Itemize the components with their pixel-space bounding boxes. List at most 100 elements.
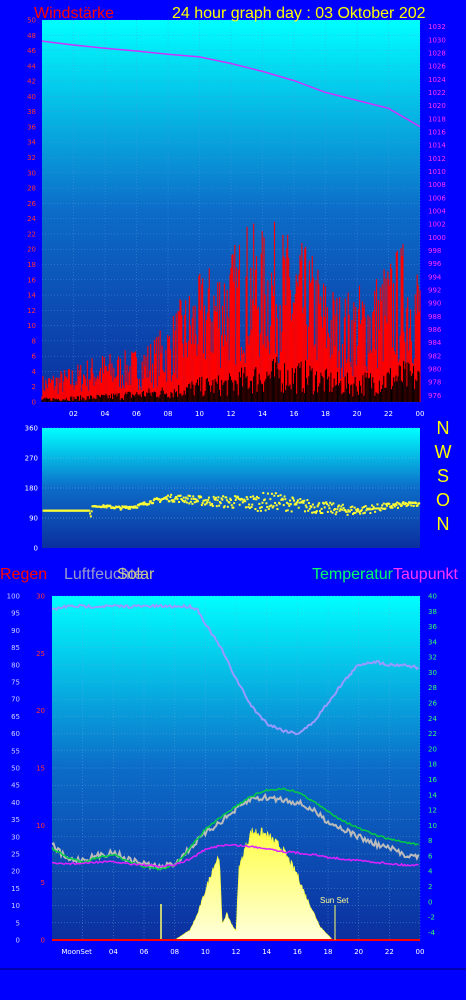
direction-point (254, 508, 257, 511)
direction-point (226, 499, 229, 502)
direction-point (400, 504, 403, 507)
direction-point (416, 504, 419, 507)
direction-point (355, 508, 358, 511)
temperature-tick-label: 0 (428, 898, 432, 906)
direction-point (376, 503, 379, 506)
direction-point (323, 506, 326, 509)
temperature-tick-label: -2 (428, 914, 435, 922)
temperature-tick-label: 34 (428, 638, 437, 646)
wind-tick-label: 36 (27, 123, 36, 131)
direction-point (88, 509, 91, 512)
pressure-tick-label: 1016 (428, 128, 446, 136)
direction-tick-label: 0 (34, 545, 38, 553)
time-tick-label: 10 (201, 948, 210, 956)
time-tick-label: 22 (385, 948, 394, 956)
direction-point (201, 502, 204, 505)
temperature-tick-label: 18 (428, 761, 437, 769)
direction-point (364, 505, 367, 508)
direction-tick-label: 180 (25, 485, 38, 493)
humidity-tick-label: 5 (16, 919, 20, 927)
direction-point (218, 501, 221, 504)
direction-point (207, 498, 210, 501)
direction-point (176, 498, 179, 501)
direction-point (187, 494, 190, 497)
humidity-tick-label: 100 (7, 593, 20, 601)
pressure-tick-label: 978 (428, 379, 441, 387)
direction-point (330, 510, 333, 513)
compass-label: N (437, 418, 450, 438)
direction-point (197, 495, 200, 498)
direction-point (223, 505, 226, 508)
direction-point (205, 502, 208, 505)
direction-point (255, 498, 258, 501)
pressure-tick-label: 1022 (428, 89, 446, 97)
direction-tick-label: 90 (29, 515, 38, 523)
direction-point (284, 498, 287, 501)
direction-point (207, 496, 210, 499)
direction-point (395, 504, 398, 507)
direction-point (246, 498, 249, 501)
direction-point (215, 496, 218, 499)
direction-point (409, 501, 412, 504)
direction-point (312, 511, 315, 514)
pressure-tick-label: 990 (428, 300, 441, 308)
time-tick-label: 16 (293, 948, 302, 956)
direction-point (326, 502, 329, 505)
direction-point (349, 506, 352, 509)
direction-point (274, 501, 277, 504)
direction-point (143, 501, 146, 504)
direction-point (393, 505, 396, 508)
wind-tick-label: 48 (27, 32, 36, 40)
direction-point (282, 504, 285, 507)
direction-point (352, 512, 355, 515)
wind-tick-label: 32 (27, 154, 36, 162)
time-tick-label: 10 (195, 410, 204, 418)
direction-point (244, 500, 247, 503)
humidity-tick-label: 10 (11, 902, 20, 910)
direction-point (358, 511, 361, 514)
direction-point (310, 506, 313, 509)
direction-point (279, 494, 282, 497)
direction-point (270, 492, 273, 495)
direction-point (308, 507, 311, 510)
direction-point (313, 506, 316, 509)
direction-point (389, 506, 392, 509)
time-tick-label: 06 (132, 410, 141, 418)
direction-point (114, 506, 117, 509)
direction-point (415, 502, 418, 505)
direction-point (211, 504, 214, 507)
direction-point (192, 497, 195, 500)
pressure-tick-label: 1014 (428, 142, 446, 150)
direction-point (188, 502, 191, 505)
temperature-tick-label: 40 (428, 593, 437, 601)
temperature-tick-label: -4 (428, 929, 436, 937)
solar-title: Solar (117, 566, 155, 583)
direction-point (250, 505, 253, 508)
direction-point (347, 509, 350, 512)
direction-point (330, 503, 333, 506)
pressure-tick-label: 1012 (428, 155, 446, 163)
direction-point (296, 501, 299, 504)
rain-tick-label: 15 (36, 765, 45, 773)
direction-point (406, 503, 409, 506)
direction-point (299, 498, 302, 501)
pressure-tick-label: 1020 (428, 102, 446, 110)
direction-point (165, 495, 168, 498)
direction-point (373, 507, 376, 510)
direction-point (217, 496, 220, 499)
direction-point (247, 506, 250, 509)
wind-tick-label: 38 (27, 108, 36, 116)
compass-label: W (435, 442, 452, 462)
direction-point (226, 505, 229, 508)
direction-point (164, 497, 167, 500)
direction-point (271, 506, 274, 509)
direction-point (304, 510, 307, 513)
direction-point (285, 501, 288, 504)
direction-point (337, 504, 340, 507)
direction-point (268, 505, 271, 508)
direction-point (182, 496, 185, 499)
direction-point (348, 510, 351, 513)
direction-point (230, 504, 233, 507)
direction-point (322, 502, 325, 505)
direction-point (336, 508, 339, 511)
